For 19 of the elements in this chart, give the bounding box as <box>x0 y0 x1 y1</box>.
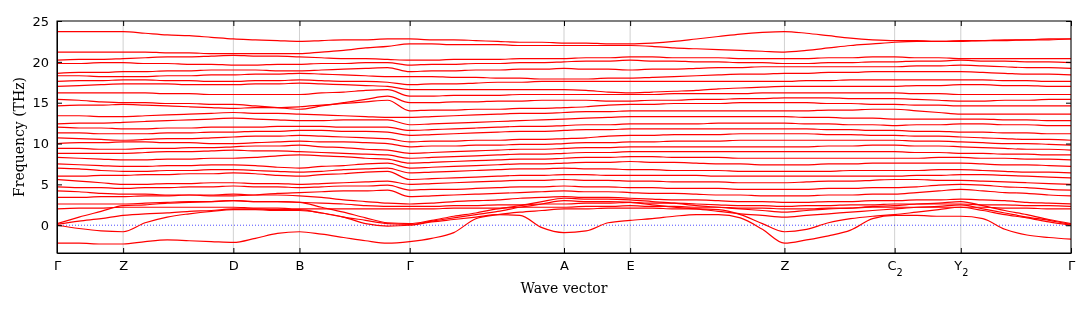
x-tick-label: Γ <box>1067 258 1076 273</box>
y-tick-label: 0 <box>40 217 49 233</box>
x-tick-label: Z <box>780 258 790 273</box>
x-tick-label: E <box>626 258 635 273</box>
x-tick-label: A <box>560 258 570 273</box>
y-tick-label: 25 <box>32 13 49 29</box>
y-tick-label: 10 <box>32 136 49 152</box>
x-tick-label: Z <box>119 258 129 273</box>
y-tick-label: 5 <box>40 177 49 193</box>
y-tick-label: 20 <box>32 54 49 70</box>
x-tick-label: C$_{2}$ <box>887 258 903 278</box>
x-tick-label: D <box>228 258 239 273</box>
x-tick-label: Γ <box>53 258 62 273</box>
x-tick-label: B <box>295 258 305 273</box>
x-tick-label: Y$_{2}$ <box>953 258 969 278</box>
y-axis-title: Frequency (THz) <box>11 76 27 198</box>
y-tick-label: 15 <box>32 95 49 111</box>
x-axis-title: Wave vector <box>520 280 608 296</box>
x-tick-label: Γ <box>406 258 415 273</box>
